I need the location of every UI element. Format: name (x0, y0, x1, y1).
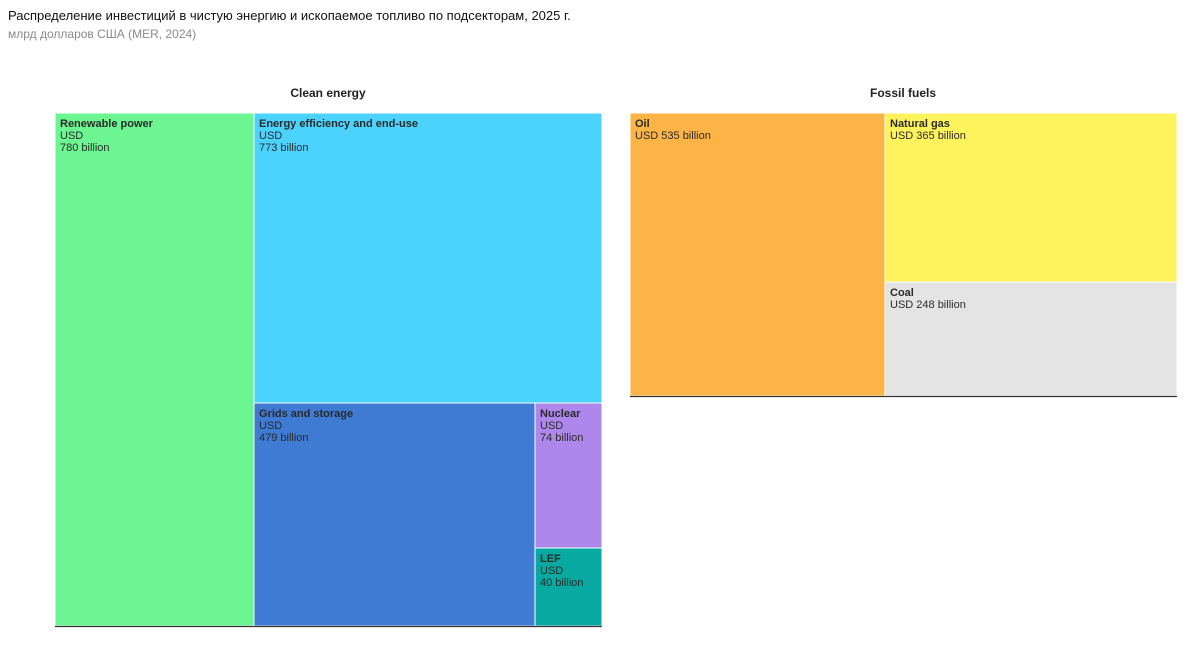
tile-amount-natural-gas: USD 365 billion (890, 130, 966, 142)
tile-amount-energy-efficiency-and-end-use: 773 billion (259, 142, 309, 154)
tile-amount-coal: USD 248 billion (890, 299, 966, 311)
tile-rect-lef[interactable] (534, 547, 603, 627)
tile-name-oil: Oil (635, 118, 650, 130)
group-title-fossil-fuels: Fossil fuels (869, 86, 937, 100)
tile-name-grids-and-storage: Grids and storage (259, 408, 353, 420)
tile-rect-coal[interactable] (884, 281, 1178, 397)
tile-name-energy-efficiency-and-end-use: Energy efficiency and end-use (259, 118, 418, 130)
tile-name-coal: Coal (890, 287, 914, 299)
tile-name-lef: LEF (540, 553, 561, 565)
chart-title: Распределение инвестиций в чистую энерги… (8, 8, 571, 23)
tile-rect-nuclear[interactable] (534, 402, 603, 549)
tile-amount-lef: 40 billion (540, 577, 583, 589)
chart-subtitle: млрд долларов США (MER, 2024) (8, 27, 197, 41)
tile-currency-energy-efficiency-and-end-use: USD (259, 130, 282, 142)
tile-rect-oil[interactable] (629, 112, 886, 397)
tile-amount-nuclear: 74 billion (540, 432, 583, 444)
tile-rect-energy-efficiency-and-end-use[interactable] (253, 112, 603, 404)
tile-rect-grids-and-storage[interactable] (253, 402, 536, 627)
tile-name-renewable-power: Renewable power (60, 118, 154, 130)
tile-amount-grids-and-storage: 479 billion (259, 432, 309, 444)
tile-currency-renewable-power: USD (60, 130, 83, 142)
tile-amount-renewable-power: 780 billion (60, 142, 110, 154)
tile-amount-oil: USD 535 billion (635, 130, 711, 142)
tile-rect-natural-gas[interactable] (884, 112, 1178, 283)
tile-name-nuclear: Nuclear (540, 408, 581, 420)
tile-name-natural-gas: Natural gas (890, 118, 950, 130)
tile-currency-lef: USD (540, 565, 563, 577)
tile-currency-grids-and-storage: USD (259, 420, 282, 432)
tile-currency-nuclear: USD (540, 420, 563, 432)
tile-rect-renewable-power[interactable] (54, 112, 255, 627)
group-title-clean-energy: Clean energy (290, 86, 366, 100)
